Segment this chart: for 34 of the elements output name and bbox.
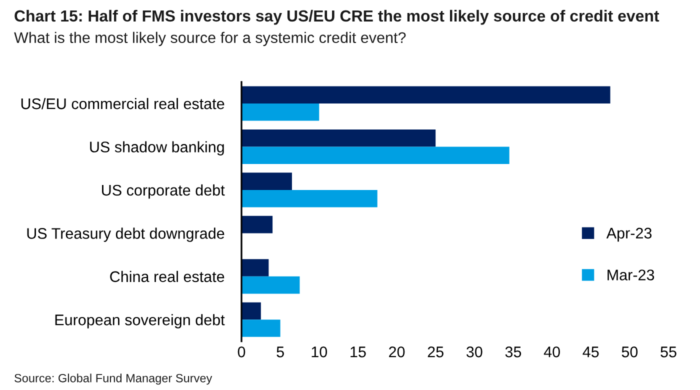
x-tick-label: 0 — [238, 346, 246, 358]
legend-label: Apr-23 — [606, 228, 652, 242]
x-tick-label: 35 — [505, 346, 522, 358]
x-tick-label: 15 — [350, 346, 366, 358]
bar — [242, 86, 610, 104]
bar — [242, 172, 292, 190]
y-tick-label: US shadow banking — [90, 141, 224, 156]
x-tick-label: 10 — [312, 346, 328, 358]
bar — [242, 320, 280, 337]
x-tick-label: 55 — [660, 346, 676, 358]
bar — [242, 259, 269, 276]
legend-label: Mar-23 — [608, 270, 654, 280]
bar — [242, 129, 436, 147]
y-tick-label: US corporate debt — [102, 184, 225, 199]
x-tick-label: 40 — [544, 346, 560, 358]
x-tick-label: 45 — [582, 346, 599, 358]
x-tick-label: 20 — [389, 346, 405, 358]
bar — [242, 276, 300, 294]
bar — [242, 104, 320, 121]
source-note: Source: Global Fund Manager Survey — [14, 374, 212, 385]
y-tick-label: US/EU commercial real estate — [21, 98, 224, 110]
bar — [242, 146, 510, 164]
chart-subtitle: What is the most likely source for a systemic credit event? — [14, 32, 406, 46]
chart-title: Chart 15: Half of FMS investors say US/EU CRE the most likely source of credit event — [14, 10, 660, 25]
y-tick-label: China real estate — [110, 270, 224, 282]
bar — [242, 190, 378, 208]
y-tick-label: European sovereign debt — [55, 314, 225, 328]
y-tick-label: US Treasury debt downgrade — [27, 228, 224, 242]
x-tick-label: 25 — [428, 346, 444, 358]
bar — [242, 302, 261, 320]
x-tick-label: 50 — [622, 346, 638, 358]
x-tick-label: 5 — [276, 346, 284, 358]
bar — [242, 216, 273, 234]
x-tick-label: 30 — [466, 346, 482, 358]
